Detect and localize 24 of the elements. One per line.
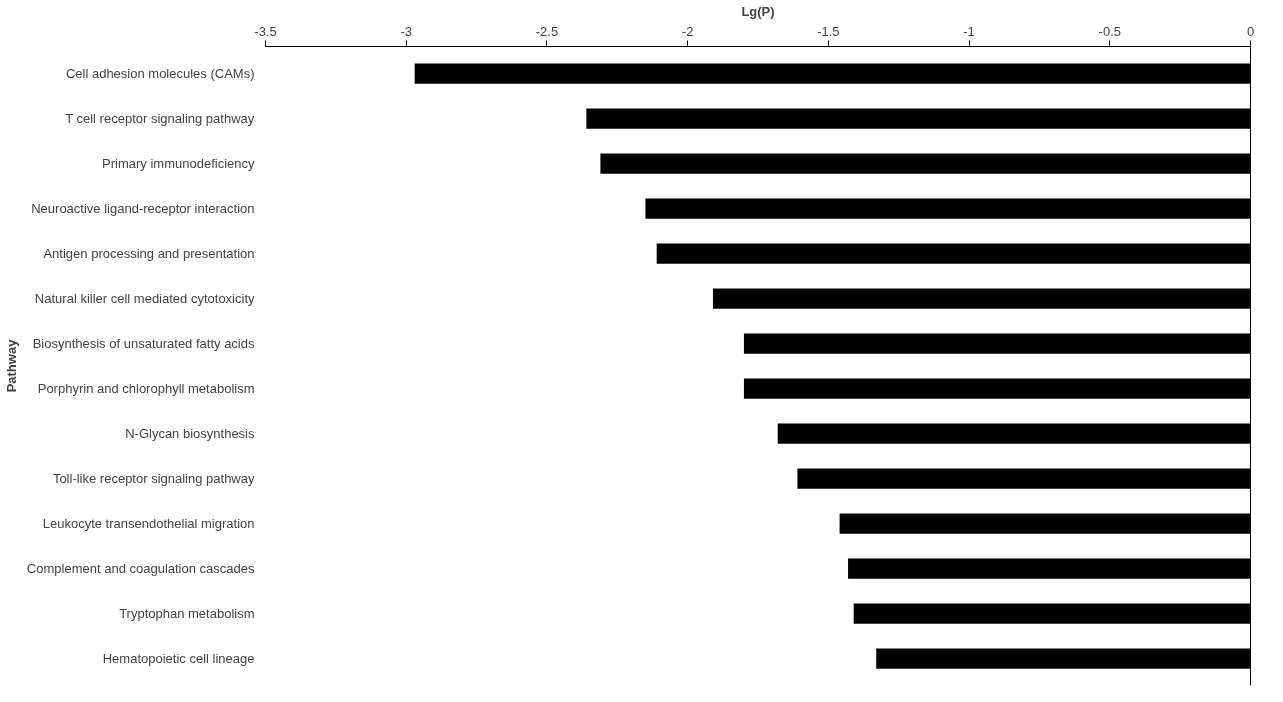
y-tick-label: Cell adhesion molecules (CAMs) — [65, 66, 255, 81]
y-tick-label: Antigen processing and presentation — [43, 246, 255, 261]
y-tick-label: Hematopoietic cell lineage — [102, 651, 255, 666]
y-tick-label: Neuroactive ligand-receptor interaction — [31, 201, 255, 216]
y-tick-label: T cell receptor signaling pathway — [65, 111, 255, 126]
x-tick-label: -3 — [400, 23, 412, 39]
y-tick-label: Biosynthesis of unsaturated fatty acids — [32, 336, 255, 351]
x-tick-label: -1.5 — [817, 23, 840, 39]
y-tick-label: Complement and coagulation cascades — [26, 561, 255, 576]
y-tick-label: Natural killer cell mediated cytotoxicity — [34, 291, 255, 306]
x-tick-label: -1 — [963, 23, 975, 39]
y-tick-label: Primary immunodeficiency — [102, 156, 255, 171]
x-tick-label: -2 — [681, 23, 694, 39]
y-tick-label: Tryptophan metabolism — [119, 606, 255, 621]
x-tick-label: 0 — [1246, 23, 1255, 39]
x-tick-label: -2.5 — [535, 23, 559, 39]
y-axis-title: Pathway — [3, 338, 19, 393]
x-axis-title: Lg(P) — [741, 3, 775, 19]
y-tick-label: Leukocyte transendothelial migration — [42, 516, 255, 531]
y-tick-label: N-Glycan biosynthesis — [125, 426, 255, 441]
x-tick-label: -0.5 — [1098, 23, 1121, 39]
y-tick-label: Toll-like receptor signaling pathway — [52, 471, 255, 486]
y-tick-label: Porphyrin and chlorophyll metabolism — [37, 381, 255, 396]
x-tick-label: -3.5 — [254, 23, 277, 39]
